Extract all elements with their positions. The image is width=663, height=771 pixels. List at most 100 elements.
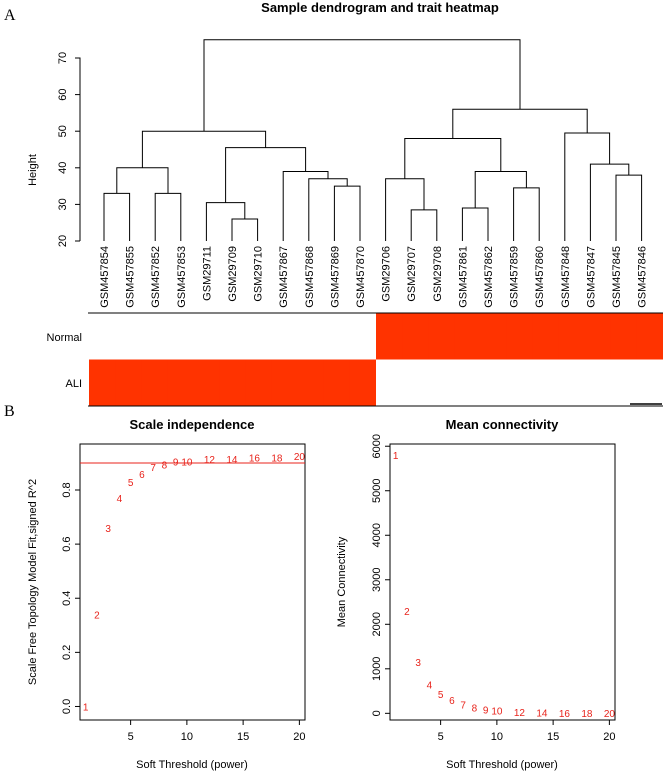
heatmap-cell <box>141 359 168 406</box>
heatmap-cell <box>245 359 273 406</box>
dendrogram-leaf-label: GSM29706 <box>381 246 393 302</box>
power-point-label: 7 <box>150 463 156 474</box>
dendrogram-link <box>589 163 630 241</box>
scale-independence-ylabel: Scale Free Topology Model Fit,signed R^2 <box>27 479 39 685</box>
dendrogram-ylabel: Height <box>27 154 39 186</box>
heatmap-cell <box>115 313 142 360</box>
y-tick-label: 4000 <box>371 523 383 547</box>
dendrogram-link <box>452 108 588 139</box>
y-tick-label: 0 <box>371 710 383 716</box>
heatmap-cell <box>454 359 481 406</box>
heatmap-cell <box>584 359 612 406</box>
dendrogram-link <box>474 170 527 209</box>
heatmap-cell <box>402 313 429 360</box>
y-tick-label: 0.2 <box>61 645 73 660</box>
dendrogram-link <box>308 178 348 241</box>
heatmap-cell <box>376 359 403 406</box>
heatmap-cell <box>610 359 638 406</box>
heatmap-cell <box>271 313 299 360</box>
power-point-label: 8 <box>472 704 478 715</box>
dendrogram-link <box>203 39 521 132</box>
mean-connectivity-title: Mean connectivity <box>446 417 559 432</box>
dendrogram-leaf-label: GSM29708 <box>432 246 444 302</box>
dendrogram-ytick-label: 20 <box>57 235 69 247</box>
x-tick-label: 20 <box>603 731 615 743</box>
dendrogram-leaf-label: GSM457869 <box>329 246 341 308</box>
power-point-label: 20 <box>294 452 306 463</box>
dendrogram-ytick-label: 70 <box>57 52 69 64</box>
y-tick-label: 2000 <box>371 612 383 636</box>
heatmap-cell <box>376 313 403 360</box>
power-point-label: 4 <box>427 680 433 691</box>
power-point-label: 14 <box>536 709 548 720</box>
heatmap-cell <box>506 359 534 406</box>
heatmap-cell <box>349 359 377 406</box>
power-point-label: 6 <box>139 470 145 481</box>
dendrogram-leaf-label: GSM457854 <box>99 246 111 308</box>
y-tick-label: 0.8 <box>61 482 73 497</box>
dendrogram-link <box>103 192 131 241</box>
power-point-label: 2 <box>404 607 410 618</box>
heatmap-cell <box>219 359 247 406</box>
dendrogram-leaf-label: GSM457859 <box>509 246 521 308</box>
power-point-label: 7 <box>460 700 466 711</box>
dendrogram-link <box>282 170 329 241</box>
power-point-label: 20 <box>604 709 616 720</box>
dendrogram-leaf-label: GSM29709 <box>227 246 239 302</box>
heatmap-cell <box>89 313 116 360</box>
dendrogram-link <box>615 174 643 241</box>
dendrogram-leaf-label: GSM457867 <box>278 246 290 308</box>
heatmap-cell <box>271 359 299 406</box>
y-tick-label: 3000 <box>371 568 383 592</box>
heatmap-cell <box>532 359 560 406</box>
heatmap-cell <box>584 313 612 360</box>
dendrogram-leaf-label: GSM29710 <box>253 246 265 302</box>
dendrogram-link <box>225 147 307 203</box>
scale-independence-box <box>79 443 306 721</box>
heatmap-cell <box>115 359 142 406</box>
power-point-label: 5 <box>128 478 134 489</box>
x-tick-label: 20 <box>293 731 305 743</box>
dendrogram-links <box>103 39 643 241</box>
panel-a-letter: A <box>4 7 16 24</box>
heatmap-cell <box>402 359 429 406</box>
power-point-label: 16 <box>249 454 261 465</box>
dendrogram-leaf-label: GSM457870 <box>355 246 367 308</box>
x-tick-label: 10 <box>181 731 193 743</box>
dendrogram-leaf-label: GSM457860 <box>534 246 546 308</box>
heatmap-cell <box>219 313 247 360</box>
heatmap-cell <box>558 313 586 360</box>
dendrogram-leaf-label: GSM457868 <box>304 246 316 308</box>
dendrogram-link <box>141 130 267 168</box>
power-point-label: 10 <box>181 458 193 469</box>
dendrogram-title: Sample dendrogram and trait heatmap <box>261 0 499 15</box>
power-point-label: 1 <box>393 451 399 462</box>
heatmap-cell <box>167 359 194 406</box>
heatmap-cell <box>297 313 325 360</box>
dendrogram-leaf-label: GSM457853 <box>176 246 188 308</box>
heatmap-cell <box>193 359 221 406</box>
panel-b-letter: B <box>4 403 15 420</box>
heatmap-cell <box>636 359 663 406</box>
dendrogram-leaf-label: GSM29707 <box>406 246 418 302</box>
mean-connectivity-ylabel: Mean Connectivity <box>336 536 348 627</box>
dendrogram-leaf-label: GSM457862 <box>483 246 495 308</box>
heatmap-cell <box>245 313 273 360</box>
dendrogram-link <box>404 138 502 179</box>
dendrogram-link <box>410 209 438 241</box>
dendrogram-y-ticks: 20 30 40 50 60 70 <box>57 52 80 247</box>
power-point-label: 18 <box>271 454 283 465</box>
y-tick-label: 5000 <box>371 478 383 502</box>
power-point-label: 6 <box>449 696 455 707</box>
heatmap-cell <box>349 313 377 360</box>
dendrogram-link <box>333 185 361 241</box>
heatmap-cell <box>480 313 508 360</box>
heatmap-cell <box>636 313 663 360</box>
power-point-label: 3 <box>105 524 111 535</box>
heatmap-cell <box>323 313 351 360</box>
dendrogram-leaf-label: GSM457852 <box>150 246 162 308</box>
dendrogram-leaf-label: GSM457855 <box>125 246 137 308</box>
y-tick-label: 0.0 <box>61 699 73 714</box>
heatmap-cell <box>454 313 481 360</box>
